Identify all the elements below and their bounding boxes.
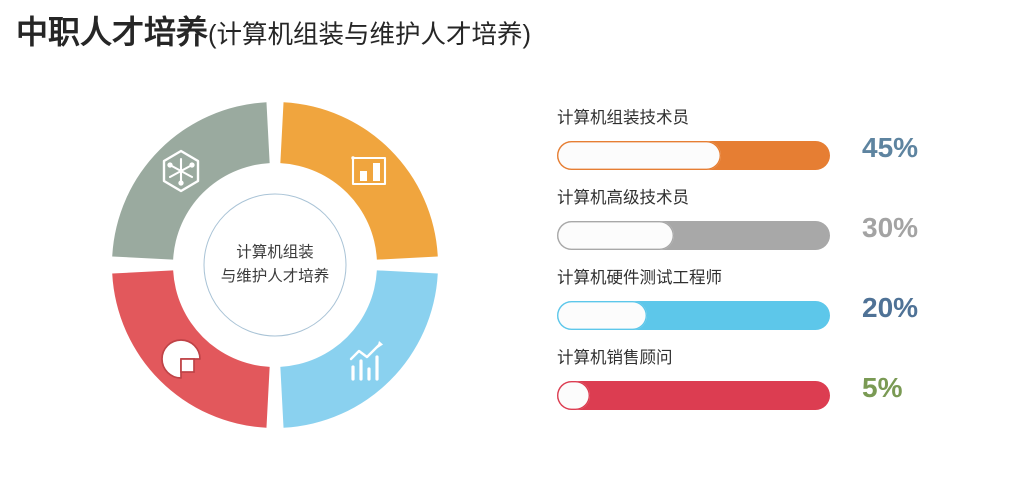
svg-text:与维护人才培养: 与维护人才培养 — [221, 264, 330, 286]
svg-text:计算机组装: 计算机组装 — [236, 240, 314, 262]
